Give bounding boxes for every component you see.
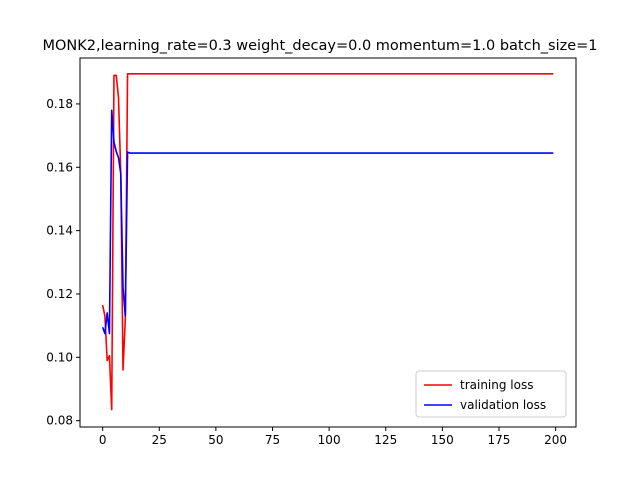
x-tick-label: 200 [544,433,567,447]
x-tick-label: 50 [208,433,223,447]
x-tick-label: 150 [431,433,454,447]
chart-title: MONK2,learning_rate=0.3 weight_decay=0.0… [42,38,597,54]
x-tick-label: 100 [318,433,341,447]
x-tick-label: 175 [488,433,511,447]
x-tick-label: 25 [152,433,167,447]
y-tick-label: 0.18 [46,97,73,111]
series-line-0 [101,73,554,411]
series-line-1 [101,109,554,335]
y-tick-label: 0.12 [46,287,73,301]
y-tick-label: 0.16 [46,160,73,174]
y-tick-label: 0.10 [46,350,73,364]
legend-box [415,370,567,418]
x-tick-label: 75 [265,433,280,447]
x-tick-label: 125 [374,433,397,447]
legend: training loss validation loss [415,370,567,418]
axes-frame [79,57,577,428]
legend-label-0: training loss [460,378,533,392]
x-tick-label: 0 [99,433,107,447]
plot-area: 0 25 50 75 100 125 150 175 200 0.08 0.10 0.12 0.14 0.… [46,57,577,447]
legend-label-1: validation loss [460,398,546,412]
y-tick-label: 0.14 [46,224,73,238]
y-tick-label: 0.08 [46,414,73,428]
